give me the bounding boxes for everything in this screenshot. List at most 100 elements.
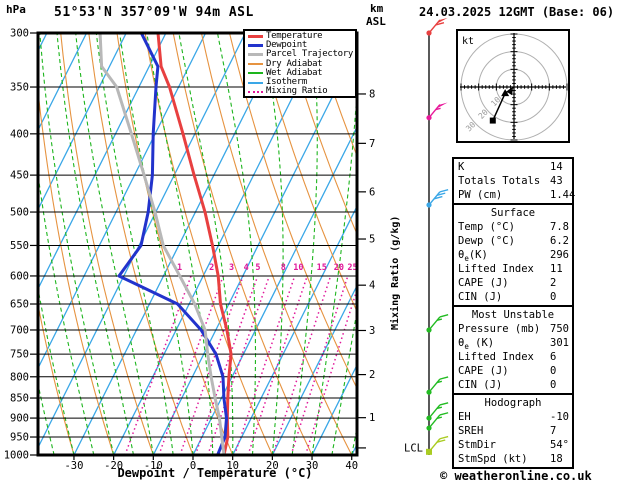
wet-adiabat-line xyxy=(372,33,464,455)
x-axis-title: Dewpoint / Temperature (°C) xyxy=(117,466,313,480)
temperature-tick-label: 30 xyxy=(306,460,319,472)
table-row-label: Temp (°C) xyxy=(458,221,515,233)
table-row: CIN (J) 0 xyxy=(454,378,572,392)
hodograph-arrowhead xyxy=(507,88,513,96)
hodograph-marker-triangle xyxy=(501,89,510,97)
table-row: StmSpd (kt) 18 xyxy=(454,452,572,466)
table-row-label: StmDir xyxy=(458,439,496,451)
legend-label: Temperature xyxy=(266,31,323,42)
mixing-ratio-value-label: 5 xyxy=(255,263,260,273)
isotherm-line xyxy=(38,33,127,211)
table-row-value: 0 xyxy=(550,365,557,377)
table-section: Surface Temp (°C) 7.8 Dewp (°C) 6.2 θe(K) 296 L… xyxy=(452,203,574,307)
mixing-ratio-value-label: 2 xyxy=(209,263,214,273)
pressure-tick-label: 400 xyxy=(10,128,29,140)
temperature-tick-label: 20 xyxy=(266,460,279,472)
station-title: 51°53'N 357°09'W 94m ASL xyxy=(54,5,254,20)
table-section: K 14 Totals Totals 43 PW (cm) 1.44 xyxy=(452,157,576,205)
table-row-value: 6.2 xyxy=(550,235,569,247)
table-row-value: 1.44 xyxy=(550,189,576,201)
wind-barb xyxy=(426,376,449,395)
legend-label: Dry Adiabat xyxy=(266,58,323,69)
pressure-tick-label: 700 xyxy=(10,324,29,336)
legend-item: Parcel Trajectory xyxy=(247,50,355,59)
legend-label: Wet Adiabat xyxy=(266,67,323,78)
plot-border xyxy=(36,31,359,457)
wind-barb xyxy=(426,314,449,333)
legend-line-sample xyxy=(248,44,263,48)
table-row-label: θe (K) xyxy=(458,337,495,352)
datetime-label: 24.03.2025 12GMT (Base: 06) xyxy=(419,5,615,19)
isotherm-line xyxy=(38,33,207,370)
pressure-unit-label: hPa xyxy=(6,3,26,16)
hodograph-ring-label: 30 xyxy=(464,120,477,133)
dry-adiabat-line xyxy=(285,33,357,236)
table-row: Dewp (°C) 6.2 xyxy=(454,234,572,248)
pressure-tick-label: 550 xyxy=(10,240,29,252)
mixing-ratio-value-label: 20 xyxy=(334,263,344,273)
legend-item: Temperature xyxy=(247,32,355,41)
km-tick-label: 4 xyxy=(369,280,375,292)
table-row: CAPE (J) 2 xyxy=(454,276,572,290)
wet-adiabat-line xyxy=(39,33,115,455)
legend-item: Dry Adiabat xyxy=(247,58,355,69)
pressure-tick-label: 350 xyxy=(10,82,29,94)
legend-label: Isotherm xyxy=(266,77,307,88)
table-row: Totals Totals 43 xyxy=(454,174,572,188)
mixing-ratio-line xyxy=(158,275,224,455)
isotherm-line xyxy=(152,46,357,455)
legend-line-sample xyxy=(248,53,263,57)
temperature-curve xyxy=(156,33,233,455)
table-row-value: 54° xyxy=(550,439,569,451)
km-tick-label: 6 xyxy=(369,186,375,198)
pressure-tick-label: 500 xyxy=(10,207,29,219)
table-row-label: CAPE (J) xyxy=(458,365,509,377)
pressure-tick-label: 1000 xyxy=(4,450,29,462)
table-row-label: Lifted Index xyxy=(458,351,534,363)
pressure-tick-label: 450 xyxy=(10,170,29,182)
temperature-tick-label: 10 xyxy=(226,460,239,472)
wind-barb xyxy=(426,402,449,421)
dry-adiabat-line xyxy=(313,33,357,158)
legend: Temperature Dewpoint Parcel Trajectory Dry … xyxy=(243,29,357,98)
table-row-label: SREH xyxy=(458,425,484,437)
mixing-ratio-line xyxy=(272,275,332,455)
dry-adiabat-line xyxy=(38,85,115,455)
legend-line-sample xyxy=(248,35,263,39)
legend-label: Mixing Ratio xyxy=(266,86,328,97)
temperature-tick-label: 40 xyxy=(345,460,358,472)
isotherm-line xyxy=(73,33,286,455)
pressure-tick-label: 300 xyxy=(10,28,29,40)
table-row-value: 2 xyxy=(550,277,557,289)
sounding-indices-table: K 14 Totals Totals 43 PW (cm) 1.44 Surface Temp… xyxy=(452,157,576,469)
hodograph-ring-label: 10 xyxy=(489,95,502,108)
table-row-value: -10 xyxy=(550,411,569,423)
legend-line-sample xyxy=(248,63,263,66)
table-row-label: StmSpd (kt) xyxy=(458,453,528,465)
table-row-value: 6 xyxy=(550,351,557,363)
table-section-header: Surface xyxy=(490,207,536,219)
km-tick-label: 8 xyxy=(369,88,375,100)
temperature-tick-label: 0 xyxy=(190,460,196,472)
pressure-tick-label: 900 xyxy=(10,413,29,425)
wet-adiabat-line xyxy=(216,33,257,455)
wet-adiabat-line xyxy=(95,33,174,455)
pressure-tick-label: 950 xyxy=(10,432,29,444)
table-row: CAPE (J) 0 xyxy=(454,364,572,378)
temperature-tick-label: -10 xyxy=(144,460,163,472)
table-section-header: Most Unstable xyxy=(471,309,555,321)
table-row-label: CAPE (J) xyxy=(458,277,509,289)
pressure-tick-label: 750 xyxy=(10,349,29,361)
km-tick-label: 2 xyxy=(369,369,375,381)
table-row-value: 11 xyxy=(550,263,563,275)
wet-adiabat-line xyxy=(262,33,284,455)
table-row-value: 0 xyxy=(550,379,557,391)
pressure-tick-label: 800 xyxy=(10,371,29,383)
table-row-value: 750 xyxy=(550,323,569,335)
hodograph-unit-label: kt xyxy=(462,36,474,47)
table-row-label: Lifted Index xyxy=(458,263,534,275)
legend-item: Wet Adiabat xyxy=(247,67,355,78)
table-row: CIN (J) 0 xyxy=(454,290,572,304)
table-row-value: 7.8 xyxy=(550,221,569,233)
